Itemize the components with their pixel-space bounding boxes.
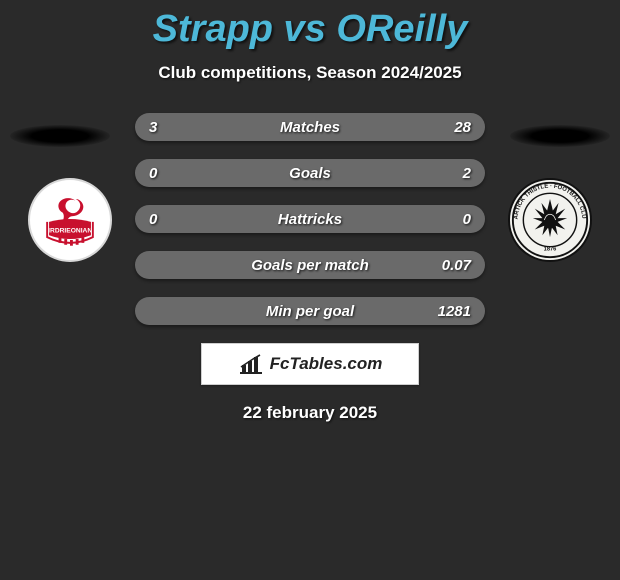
bar-chart-icon: [238, 353, 264, 375]
stat-label: Hattricks: [135, 211, 485, 228]
player-shadow-right: [510, 125, 610, 147]
club-badge-right: PARTICK THISTLE · FOOTBALL CLUB 1876: [508, 178, 592, 262]
stat-row-goals: 0 Goals 2: [135, 159, 485, 187]
stats-table: 3 Matches 28 0 Goals 2 0 Hattricks 0 Goa…: [135, 113, 485, 325]
player-shadow-left: [10, 125, 110, 147]
brand-watermark: FcTables.com: [201, 343, 419, 385]
stat-row-min-per-goal: Min per goal 1281: [135, 297, 485, 325]
stat-right-value: 28: [454, 119, 471, 136]
partick-thistle-crest-icon: PARTICK THISTLE · FOOTBALL CLUB 1876: [510, 180, 590, 260]
stat-label: Min per goal: [135, 303, 485, 320]
page-title: Strapp vs OReilly: [0, 0, 620, 51]
date-label: 22 february 2025: [0, 403, 620, 423]
stat-right-value: 0: [463, 211, 471, 228]
stat-left-value: 0: [149, 211, 157, 228]
stat-label: Goals: [135, 165, 485, 182]
brand-text: FcTables.com: [270, 354, 383, 374]
subtitle: Club competitions, Season 2024/2025: [0, 63, 620, 83]
stat-row-goals-per-match: Goals per match 0.07: [135, 251, 485, 279]
stat-right-value: 0.07: [442, 257, 471, 274]
stat-row-matches: 3 Matches 28: [135, 113, 485, 141]
stat-row-hattricks: 0 Hattricks 0: [135, 205, 485, 233]
stat-right-value: 2: [463, 165, 471, 182]
stat-right-value: 1281: [438, 303, 471, 320]
stat-left-value: 3: [149, 119, 157, 136]
svg-text:AIRDRIEONIANS: AIRDRIEONIANS: [43, 227, 97, 234]
airdrieonians-crest-icon: AIRDRIEONIANS: [30, 180, 110, 260]
stat-left-value: 0: [149, 165, 157, 182]
svg-text:1876: 1876: [544, 246, 557, 252]
stat-label: Matches: [135, 119, 485, 136]
stat-label: Goals per match: [135, 257, 485, 274]
club-badge-left: AIRDRIEONIANS: [28, 178, 112, 262]
